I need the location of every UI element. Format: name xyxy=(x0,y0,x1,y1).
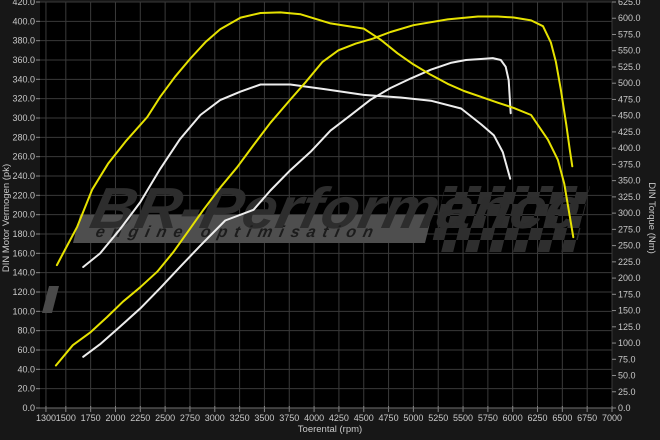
x-tick-label: 5750 xyxy=(478,413,498,423)
y-right-tick-label: 575.0 xyxy=(618,29,641,39)
y-right-tick-label: 125.0 xyxy=(618,322,641,332)
x-tick-label: 4250 xyxy=(329,413,349,423)
y-right-tick-label: 225.0 xyxy=(618,257,641,267)
dyno-curves xyxy=(54,11,575,367)
axis-tick-labels: 1300 1500 1750 2000 2250 2500 2750 3000 3250 3500… xyxy=(12,0,640,423)
y-right-tick-label: 75.0 xyxy=(618,354,636,364)
torque-tuned-yellow-curve xyxy=(55,11,575,267)
y-right-tick-label: 450.0 xyxy=(618,111,641,121)
power-stock-white-curve xyxy=(82,57,512,358)
x-tick-label: 6000 xyxy=(503,413,523,423)
y-left-tick-label: 300.0 xyxy=(12,113,35,123)
y-left-tick-label: 100.0 xyxy=(12,306,35,316)
y-left-tick-label: 120.0 xyxy=(12,287,35,297)
y-left-axis-title: DIN Motor Vermogen (pk) xyxy=(1,164,12,272)
y-right-tick-label: 250.0 xyxy=(618,241,641,251)
x-tick-label: 7000 xyxy=(602,413,622,423)
x-tick-label: 5000 xyxy=(403,413,423,423)
y-left-tick-label: 220.0 xyxy=(12,190,35,200)
x-tick-label: 6250 xyxy=(528,413,548,423)
y-right-tick-label: 400.0 xyxy=(618,143,641,153)
checkered-flag-icon xyxy=(430,186,590,252)
x-tick-label: 2000 xyxy=(105,413,125,423)
watermark-strip xyxy=(73,215,432,243)
y-right-tick-label: 175.0 xyxy=(618,289,641,299)
y-right-tick-label: 375.0 xyxy=(618,159,641,169)
y-right-tick-label: 275.0 xyxy=(618,224,641,234)
y-left-tick-label: 380.0 xyxy=(12,36,35,46)
x-tick-label: 4500 xyxy=(354,413,374,423)
x-tick-label: 1300 xyxy=(36,413,56,423)
y-left-tick-label: 360.0 xyxy=(12,55,35,65)
y-right-tick-label: 500.0 xyxy=(618,78,641,88)
y-right-tick-label: 150.0 xyxy=(618,306,641,316)
y-left-tick-label: 400.0 xyxy=(12,16,35,26)
y-left-tick-label: 40.0 xyxy=(17,364,35,374)
y-left-tick-label: 140.0 xyxy=(12,268,35,278)
x-tick-label: 3500 xyxy=(254,413,274,423)
y-left-tick-label: 340.0 xyxy=(12,74,35,84)
y-right-tick-label: 475.0 xyxy=(618,94,641,104)
brand-watermark: BR-Performance engine optimisation xyxy=(42,177,590,313)
x-tick-label: 2250 xyxy=(130,413,150,423)
y-left-tick-label: 260.0 xyxy=(12,152,35,162)
x-tick-label: 3250 xyxy=(230,413,250,423)
torque-stock-white-curve xyxy=(82,83,512,268)
y-left-tick-label: 0.0 xyxy=(22,403,35,413)
y-right-tick-label: 50.0 xyxy=(618,371,636,381)
x-axis-title: Toerental (rpm) xyxy=(298,424,362,435)
y-right-tick-label: 550.0 xyxy=(618,46,641,56)
y-left-tick-label: 320.0 xyxy=(12,94,35,104)
y-left-tick-label: 160.0 xyxy=(12,248,35,258)
x-tick-label: 6500 xyxy=(552,413,572,423)
x-tick-label: 2750 xyxy=(180,413,200,423)
y-right-tick-label: 425.0 xyxy=(618,127,641,137)
x-tick-label: 6750 xyxy=(577,413,597,423)
y-right-tick-label: 525.0 xyxy=(618,62,641,72)
watermark-tagline-text: engine optimisation xyxy=(94,223,382,241)
x-tick-label: 4000 xyxy=(304,413,324,423)
y-left-tick-label: 20.0 xyxy=(17,384,35,394)
x-tick-label: 1500 xyxy=(56,413,76,423)
x-tick-label: 1750 xyxy=(81,413,101,423)
y-left-tick-label: 200.0 xyxy=(12,210,35,220)
x-tick-label: 4750 xyxy=(379,413,399,423)
x-tick-label: 5250 xyxy=(428,413,448,423)
axis-ticks xyxy=(36,1,616,412)
x-tick-label: 3000 xyxy=(205,413,225,423)
y-right-tick-label: 325.0 xyxy=(618,192,641,202)
y-right-axis-title: DIN Torque (Nm) xyxy=(646,182,657,254)
y-right-tick-label: 600.0 xyxy=(618,13,641,23)
y-left-tick-label: 80.0 xyxy=(17,326,35,336)
y-left-tick-label: 180.0 xyxy=(12,229,35,239)
y-left-tick-label: 60.0 xyxy=(17,345,35,355)
x-tick-label: 3750 xyxy=(279,413,299,423)
y-right-tick-label: 25.0 xyxy=(618,387,636,397)
y-right-tick-label: 200.0 xyxy=(618,273,641,283)
x-tick-label: 5500 xyxy=(453,413,473,423)
x-tick-label: 2500 xyxy=(155,413,175,423)
y-right-tick-label: 0.0 xyxy=(618,403,631,413)
y-left-tick-label: 240.0 xyxy=(12,171,35,181)
watermark-brand-text: BR-Performance xyxy=(85,177,587,241)
y-right-tick-label: 100.0 xyxy=(618,338,641,348)
y-right-tick-label: 625.0 xyxy=(618,0,641,7)
watermark-bar xyxy=(42,286,59,313)
y-left-tick-label: 280.0 xyxy=(12,132,35,142)
y-right-tick-label: 350.0 xyxy=(618,176,641,186)
power-tuned-yellow-curve xyxy=(54,15,574,367)
y-right-tick-label: 300.0 xyxy=(618,208,641,218)
y-left-tick-label: 420.0 xyxy=(12,0,35,7)
